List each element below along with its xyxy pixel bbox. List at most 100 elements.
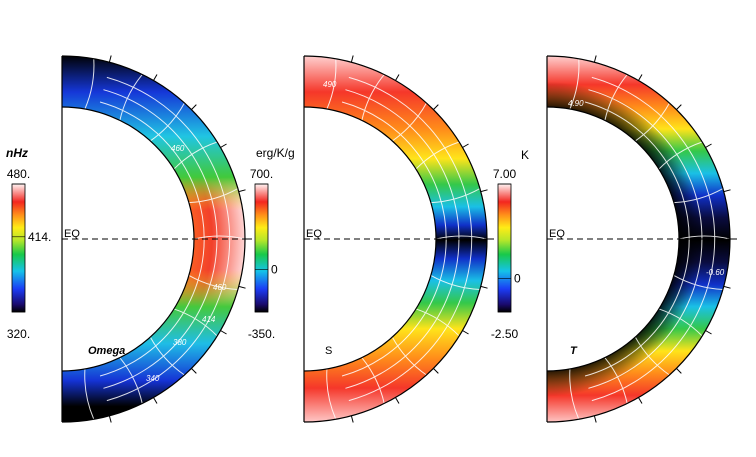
- latitude-tick: [433, 368, 439, 374]
- contour-line: [604, 74, 628, 121]
- colorbar-tick-label: 320.: [7, 327, 30, 341]
- latitude-tick: [638, 397, 643, 404]
- colorbar-tick-label: 700.: [250, 167, 273, 181]
- latitude-tick: [705, 143, 712, 148]
- latitude-tick: [395, 397, 400, 404]
- colorbar-unit: erg/K/g: [256, 146, 295, 160]
- contour-label: 380: [173, 338, 187, 347]
- field-shell: [304, 56, 487, 422]
- contour-line: [173, 308, 218, 337]
- contour-line: [569, 58, 580, 110]
- colorbar: K 7.00 0 -2.50: [491, 148, 529, 341]
- contour-line: [119, 357, 143, 404]
- contour-line: [678, 235, 731, 240]
- contour-line: [106, 76, 231, 402]
- contour-line: [119, 74, 143, 121]
- latitude-tick: [395, 74, 400, 81]
- colorbar-rect: [254, 183, 269, 313]
- contour-label: 460: [213, 283, 227, 292]
- latitude-tick: [462, 330, 469, 335]
- latitude-tick: [723, 285, 731, 289]
- panel-title: T: [570, 345, 578, 357]
- contour-label: -0.60: [706, 268, 725, 277]
- latitude-tick: [676, 104, 682, 110]
- latitude-tick: [108, 55, 112, 63]
- contour-line: [326, 58, 337, 110]
- latitude-tick: [108, 415, 112, 423]
- contour-line: [673, 188, 724, 204]
- contour-line: [348, 76, 473, 402]
- colorbar-rect: [497, 183, 512, 313]
- contour-line: [435, 235, 488, 240]
- latitude-tick: [638, 74, 643, 81]
- contour-line: [84, 58, 95, 110]
- colorbar-tick-label: 480.: [7, 167, 30, 181]
- colorbar-tick-label: -350.: [248, 327, 275, 341]
- latitude-tick: [723, 189, 731, 193]
- equator-label: EQ: [549, 228, 565, 240]
- contour-line: [188, 188, 239, 204]
- latitude-tick: [676, 368, 682, 374]
- latitude-tick: [153, 74, 158, 81]
- contour-line: [415, 308, 460, 337]
- latitude-tick: [191, 368, 197, 374]
- latitude-tick: [238, 285, 246, 289]
- contour-line: [188, 274, 238, 290]
- contour-label: 340: [146, 374, 160, 383]
- contour-line: [430, 188, 481, 204]
- latitude-tick: [238, 189, 246, 193]
- contour-line: [193, 235, 246, 240]
- colorbar-tick-label: 0: [514, 271, 521, 285]
- contour-line: [591, 76, 716, 402]
- colorbar: nHz 480. 414. 320.: [6, 146, 51, 341]
- colorbar-tick-label: 0: [271, 262, 278, 276]
- latitude-tick: [480, 285, 488, 289]
- latitude-tick: [220, 330, 227, 335]
- colorbar-tick-label: 7.00: [493, 167, 517, 181]
- contour-line: [430, 274, 480, 290]
- latitude-tick: [593, 55, 597, 63]
- latitude-tick: [220, 143, 227, 148]
- latitude-tick: [433, 104, 439, 110]
- contour-line: [326, 368, 337, 420]
- contour-label: 4.90: [568, 99, 584, 108]
- field-overlay: [62, 56, 245, 422]
- equator-label: EQ: [306, 228, 322, 240]
- latitude-tick: [705, 330, 712, 335]
- contour-label: 490: [323, 80, 337, 89]
- contour-line: [673, 274, 723, 290]
- colorbar-rect: [11, 183, 26, 313]
- contour-label: 460: [171, 144, 185, 153]
- contour-label: 414: [202, 315, 216, 324]
- colorbar-tick-label: 414.: [28, 230, 51, 244]
- colorbar: erg/K/g 700. 0 -350.: [248, 146, 295, 341]
- contour-line: [392, 102, 427, 142]
- latitude-tick: [480, 189, 488, 193]
- contour-line: [361, 357, 385, 404]
- colorbar-unit: nHz: [6, 146, 28, 160]
- contour-line: [150, 102, 185, 142]
- contour-line: [604, 357, 628, 404]
- equator-label: EQ: [64, 228, 80, 240]
- field-overlay: [547, 56, 730, 422]
- panel-title: S: [325, 345, 332, 357]
- colorbar-unit: K: [521, 148, 529, 162]
- contour-line: [658, 308, 703, 337]
- latitude-tick: [191, 104, 197, 110]
- contour-line: [415, 141, 460, 170]
- contour-line: [569, 368, 580, 420]
- contour-line: [173, 141, 218, 170]
- latitude-tick: [350, 415, 354, 423]
- colorbar-tick-label: -2.50: [491, 327, 519, 341]
- contour-line: [635, 102, 670, 142]
- contour-line: [391, 336, 427, 376]
- latitude-tick: [462, 143, 469, 148]
- latitude-tick: [153, 397, 158, 404]
- panel-1: EQ 340 380 414 460 460 Omega nHz 480. 414. 320.: [6, 55, 252, 423]
- panel-3: EQ 4.90 -0.60 T K 7.00 0 -2.50: [491, 55, 737, 423]
- contour-line: [84, 368, 95, 420]
- contour-line: [149, 336, 185, 376]
